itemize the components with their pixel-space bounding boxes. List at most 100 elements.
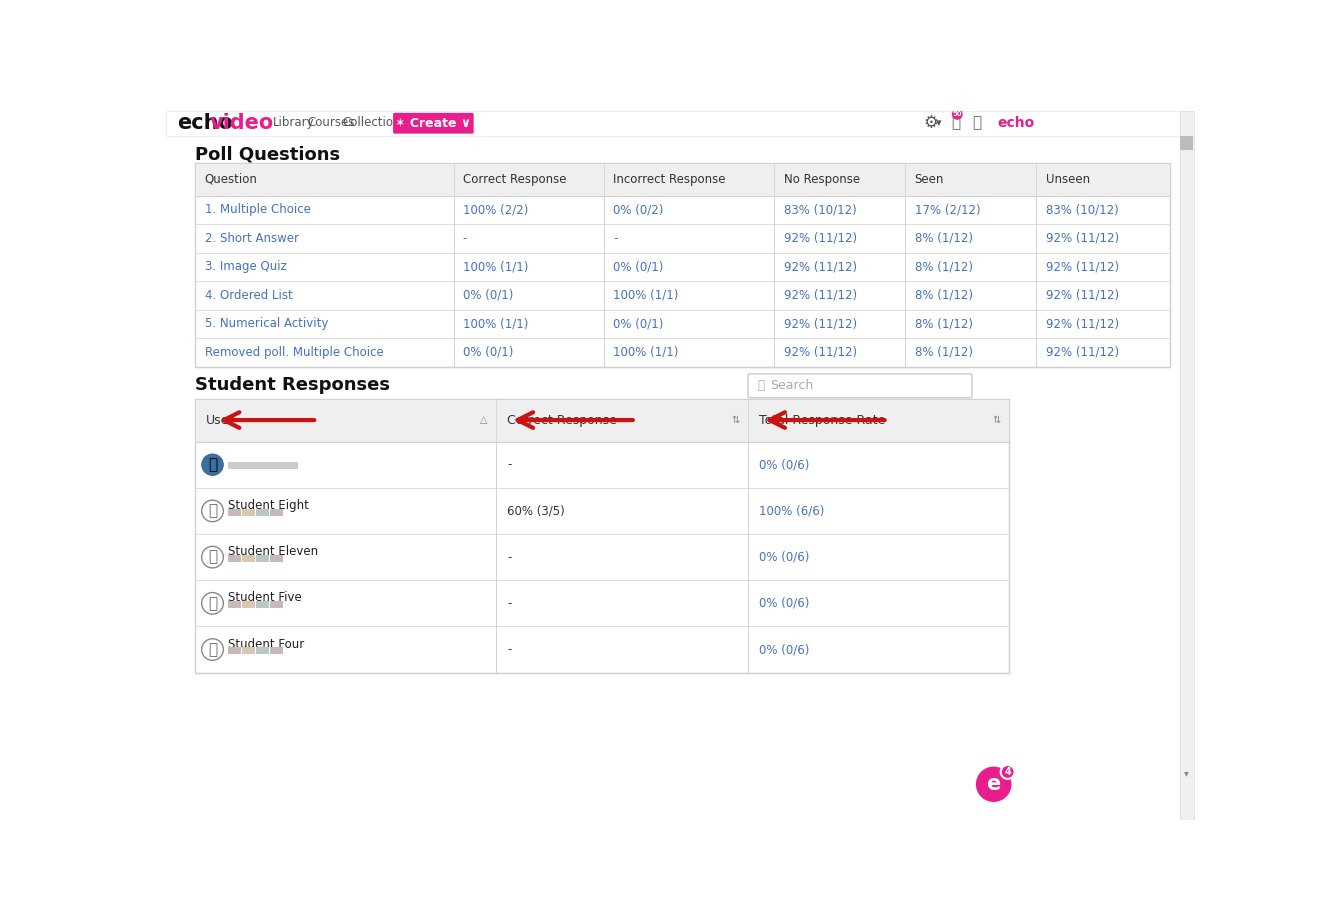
Bar (228, 554, 242, 562)
Bar (270, 554, 283, 562)
Text: Correct Response: Correct Response (507, 414, 618, 426)
Bar (256, 554, 270, 562)
Bar (270, 647, 283, 654)
Text: 🔍: 🔍 (757, 379, 765, 392)
Text: 100% (1/1): 100% (1/1) (614, 345, 679, 359)
Text: 0% (0/1): 0% (0/1) (463, 289, 513, 302)
Text: 0% (0/1): 0% (0/1) (614, 318, 664, 331)
Bar (256, 647, 270, 654)
Text: 100% (1/1): 100% (1/1) (463, 318, 529, 331)
Text: 0% (0/6): 0% (0/6) (758, 459, 809, 472)
Text: 50: 50 (952, 111, 961, 117)
Text: 8% (1/12): 8% (1/12) (915, 232, 972, 245)
Circle shape (1001, 765, 1015, 779)
Text: Unseen: Unseen (1045, 172, 1090, 185)
Text: Question: Question (205, 172, 258, 185)
Text: ▾: ▾ (936, 118, 942, 128)
Text: 60% (3/5): 60% (3/5) (507, 505, 564, 518)
Bar (195, 163, 1170, 196)
Bar (228, 508, 242, 516)
FancyBboxPatch shape (748, 374, 972, 398)
FancyBboxPatch shape (393, 113, 474, 134)
Text: ✶ Create ∨: ✶ Create ∨ (396, 116, 471, 129)
Text: 0% (0/1): 0% (0/1) (463, 345, 513, 359)
Text: ⇅: ⇅ (732, 415, 740, 426)
Circle shape (976, 766, 1012, 802)
Text: Incorrect Response: Incorrect Response (614, 172, 725, 185)
Text: Correct Response: Correct Response (463, 172, 566, 185)
Text: 92% (11/12): 92% (11/12) (1045, 232, 1118, 245)
Text: 92% (11/12): 92% (11/12) (784, 345, 857, 359)
Text: Search: Search (770, 379, 813, 392)
Text: 3. Image Quiz: 3. Image Quiz (205, 261, 287, 274)
Text: 4. Ordered List: 4. Ordered List (205, 289, 292, 302)
Text: 0% (0/1): 0% (0/1) (614, 261, 664, 274)
Text: 8% (1/12): 8% (1/12) (915, 318, 972, 331)
Bar (242, 647, 255, 654)
Text: Removed poll. Multiple Choice: Removed poll. Multiple Choice (205, 345, 384, 359)
Text: 92% (11/12): 92% (11/12) (784, 232, 857, 245)
Text: 👤: 👤 (208, 596, 216, 611)
Text: Total Response Rate: Total Response Rate (758, 414, 886, 426)
Circle shape (202, 500, 223, 521)
Text: Student Responses: Student Responses (195, 377, 390, 394)
Text: ⚙: ⚙ (923, 114, 938, 132)
Text: 2. Short Answer: 2. Short Answer (205, 232, 299, 245)
Text: 100% (1/1): 100% (1/1) (463, 261, 529, 274)
Text: 8% (1/12): 8% (1/12) (915, 345, 972, 359)
Text: Student Eight: Student Eight (228, 499, 309, 512)
Text: User: User (206, 414, 235, 426)
Text: 100% (2/2): 100% (2/2) (463, 204, 529, 216)
Text: 92% (11/12): 92% (11/12) (1045, 261, 1118, 274)
Text: -: - (507, 551, 511, 564)
Text: Collections: Collections (343, 116, 408, 129)
Text: 8% (1/12): 8% (1/12) (915, 261, 972, 274)
Text: 92% (11/12): 92% (11/12) (1045, 318, 1118, 331)
Bar (195, 400, 1009, 672)
Bar (256, 508, 270, 516)
Text: echo: echo (178, 113, 234, 133)
Text: 0% (0/6): 0% (0/6) (758, 597, 809, 610)
Bar (242, 601, 255, 608)
Text: -: - (507, 643, 511, 656)
Text: No Response: No Response (784, 172, 859, 185)
Bar (1181, 136, 1193, 150)
Circle shape (202, 592, 223, 614)
Text: 100% (1/1): 100% (1/1) (614, 289, 679, 302)
Text: 5. Numerical Activity: 5. Numerical Activity (205, 318, 328, 331)
Bar (270, 601, 283, 608)
Text: 100% (6/6): 100% (6/6) (758, 505, 825, 518)
Circle shape (202, 454, 223, 475)
Text: 0% (0/6): 0% (0/6) (758, 551, 809, 564)
Text: 83% (10/12): 83% (10/12) (1045, 204, 1118, 216)
Bar (242, 508, 255, 516)
Bar (166, 111, 1195, 136)
Text: Student Eleven: Student Eleven (228, 545, 319, 558)
Text: e: e (987, 775, 1001, 794)
Bar (228, 461, 297, 469)
Text: 0% (0/6): 0% (0/6) (758, 643, 809, 656)
Text: 0% (0/2): 0% (0/2) (614, 204, 664, 216)
Text: Student Five: Student Five (228, 591, 301, 604)
Text: 🔔: 🔔 (951, 115, 960, 131)
Text: Library: Library (274, 116, 315, 129)
Text: Courses: Courses (307, 116, 355, 129)
Text: 👤: 👤 (208, 504, 216, 519)
Bar (228, 601, 242, 608)
Bar (1179, 111, 1194, 820)
Text: ⇅: ⇅ (993, 415, 1001, 426)
Text: 8% (1/12): 8% (1/12) (915, 289, 972, 302)
Text: 92% (11/12): 92% (11/12) (784, 318, 857, 331)
Text: 17% (2/12): 17% (2/12) (915, 204, 980, 216)
Text: ▾: ▾ (1185, 768, 1189, 777)
Bar (228, 647, 242, 654)
Text: 92% (11/12): 92% (11/12) (784, 261, 857, 274)
Circle shape (202, 639, 223, 660)
Text: echo: echo (997, 116, 1035, 130)
Bar (195, 400, 1009, 442)
Text: 1. Multiple Choice: 1. Multiple Choice (205, 204, 311, 216)
Circle shape (952, 109, 963, 120)
Text: -: - (507, 597, 511, 610)
Bar (270, 508, 283, 516)
Text: -: - (507, 459, 511, 472)
